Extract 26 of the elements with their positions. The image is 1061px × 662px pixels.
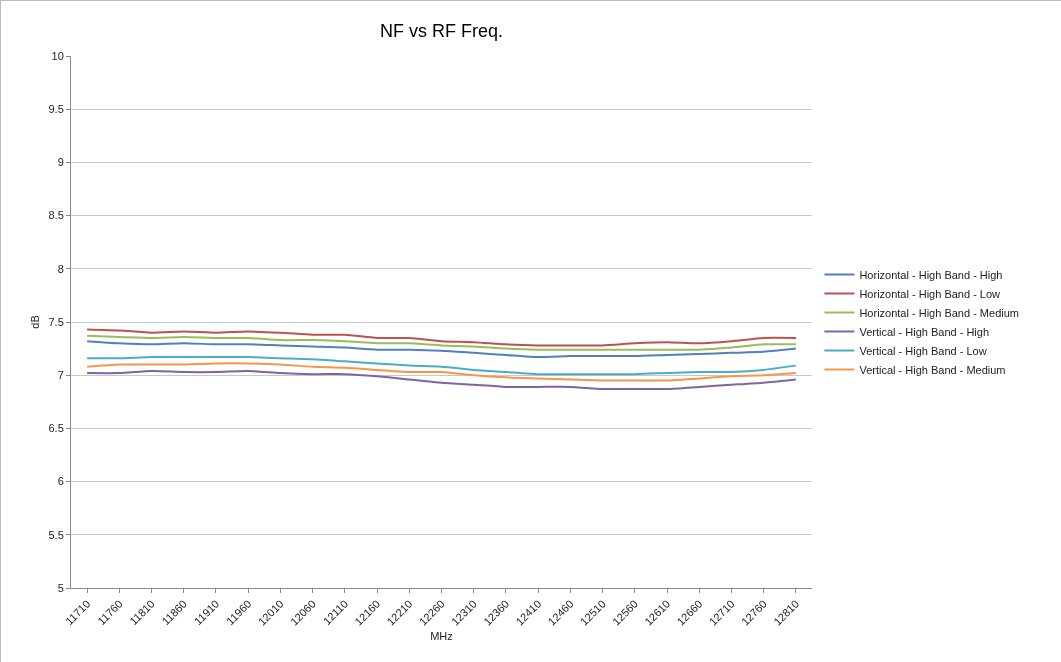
line-series bbox=[86, 328, 797, 347]
y-tick-label: 8 bbox=[57, 262, 64, 275]
legend-label: Horizontal - High Band - Medium bbox=[859, 306, 1019, 319]
legend-label: Vertical - High Band - Low bbox=[859, 344, 987, 357]
y-tick-label: 7 bbox=[57, 369, 64, 382]
line-series bbox=[86, 362, 797, 382]
line-series bbox=[86, 369, 797, 391]
legend-label: Horizontal - High Band - Low bbox=[859, 287, 1001, 300]
line-series bbox=[86, 334, 797, 351]
y-axis-title: dB bbox=[29, 315, 41, 329]
chart-title: NF vs RF Freq. bbox=[379, 20, 504, 41]
y-tick-label: 5.5 bbox=[48, 528, 64, 541]
y-tick-label: 9 bbox=[57, 156, 64, 169]
legend-label: Vertical - High Band - Medium bbox=[859, 363, 1006, 376]
y-tick-label: 8.5 bbox=[48, 209, 64, 222]
y-tick-label: 10 bbox=[51, 49, 64, 62]
y-tick-label: 9.5 bbox=[48, 103, 64, 116]
legend-label: Horizontal - High Band - High bbox=[859, 268, 1003, 281]
line-series bbox=[86, 340, 797, 359]
legend-label: Vertical - High Band - High bbox=[859, 325, 990, 338]
x-axis-title: MHz bbox=[430, 629, 453, 642]
y-tick-label: 7.5 bbox=[48, 315, 64, 328]
y-tick-label: 5 bbox=[57, 581, 64, 594]
y-tick-label: 6 bbox=[57, 475, 64, 488]
line-series bbox=[86, 356, 797, 376]
y-tick-label: 6.5 bbox=[48, 422, 64, 435]
